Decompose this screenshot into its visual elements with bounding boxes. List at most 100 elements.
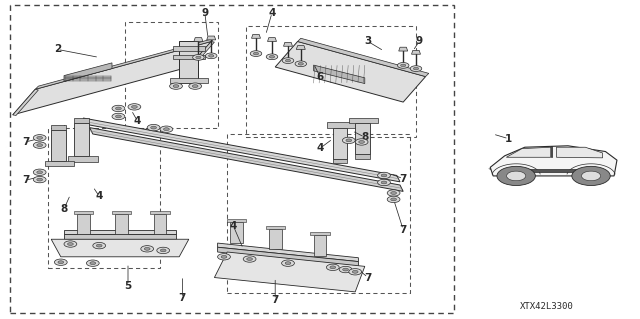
Circle shape — [387, 190, 400, 196]
Circle shape — [346, 139, 352, 142]
Text: 3: 3 — [364, 36, 372, 47]
Circle shape — [33, 135, 46, 141]
Polygon shape — [269, 229, 282, 249]
Circle shape — [342, 137, 355, 144]
Polygon shape — [490, 146, 617, 176]
Polygon shape — [77, 214, 90, 234]
Polygon shape — [557, 147, 603, 158]
Polygon shape — [189, 41, 214, 68]
Circle shape — [497, 167, 535, 185]
Circle shape — [132, 105, 138, 108]
Text: 4: 4 — [268, 8, 276, 18]
Polygon shape — [112, 211, 131, 214]
Polygon shape — [51, 239, 189, 257]
Circle shape — [378, 172, 390, 179]
Circle shape — [247, 258, 253, 260]
Circle shape — [97, 244, 102, 247]
Circle shape — [33, 142, 46, 148]
Polygon shape — [227, 219, 246, 222]
Circle shape — [282, 58, 294, 63]
Circle shape — [381, 181, 387, 184]
Polygon shape — [173, 46, 205, 51]
Circle shape — [147, 124, 160, 131]
Circle shape — [86, 260, 99, 266]
Text: 7: 7 — [22, 175, 29, 185]
Circle shape — [221, 255, 227, 258]
Polygon shape — [314, 235, 326, 256]
Polygon shape — [296, 46, 305, 49]
Polygon shape — [51, 125, 66, 130]
Text: 4: 4 — [134, 116, 141, 126]
Polygon shape — [218, 247, 358, 266]
Polygon shape — [314, 65, 365, 84]
Polygon shape — [170, 78, 208, 83]
Polygon shape — [355, 154, 370, 159]
Text: 6: 6 — [316, 71, 324, 82]
Polygon shape — [74, 123, 89, 156]
Circle shape — [285, 59, 291, 62]
Circle shape — [33, 176, 46, 183]
Circle shape — [218, 254, 230, 260]
Circle shape — [196, 56, 201, 59]
Polygon shape — [64, 234, 176, 239]
Text: 7: 7 — [22, 137, 29, 147]
Polygon shape — [349, 118, 378, 123]
Circle shape — [507, 171, 526, 181]
Circle shape — [378, 179, 390, 186]
Circle shape — [160, 126, 173, 132]
Circle shape — [339, 266, 352, 273]
Polygon shape — [508, 169, 600, 172]
Circle shape — [397, 63, 409, 68]
Circle shape — [151, 126, 156, 129]
Text: 7: 7 — [399, 225, 407, 235]
Polygon shape — [115, 214, 128, 234]
Polygon shape — [207, 36, 216, 40]
Circle shape — [90, 262, 96, 265]
Polygon shape — [74, 211, 93, 214]
Polygon shape — [51, 130, 66, 161]
Polygon shape — [275, 41, 426, 102]
Circle shape — [243, 256, 256, 262]
Circle shape — [355, 139, 368, 145]
Circle shape — [36, 144, 42, 146]
Circle shape — [189, 83, 202, 89]
Circle shape — [358, 140, 365, 143]
Text: 7: 7 — [271, 295, 279, 305]
Text: 8: 8 — [60, 204, 68, 214]
Polygon shape — [150, 211, 170, 214]
Circle shape — [160, 249, 166, 252]
Polygon shape — [45, 161, 74, 166]
Circle shape — [572, 167, 611, 185]
Polygon shape — [284, 42, 292, 46]
Circle shape — [390, 191, 397, 194]
Polygon shape — [230, 222, 243, 243]
Polygon shape — [35, 38, 214, 89]
Text: 9: 9 — [415, 36, 423, 47]
Circle shape — [282, 260, 294, 266]
Circle shape — [54, 259, 67, 265]
Text: 5: 5 — [124, 280, 132, 291]
Circle shape — [401, 64, 406, 67]
Polygon shape — [13, 89, 38, 115]
Polygon shape — [268, 38, 276, 41]
Polygon shape — [74, 118, 89, 123]
Polygon shape — [218, 243, 358, 262]
Circle shape — [413, 67, 419, 70]
Polygon shape — [327, 122, 356, 128]
Circle shape — [157, 247, 170, 254]
Text: 7: 7 — [399, 174, 407, 184]
Text: 7: 7 — [179, 293, 186, 303]
Circle shape — [209, 55, 214, 57]
Circle shape — [410, 66, 422, 71]
Circle shape — [387, 196, 400, 203]
Polygon shape — [399, 47, 408, 51]
Circle shape — [112, 113, 125, 120]
Circle shape — [205, 53, 217, 59]
Polygon shape — [333, 128, 347, 159]
Polygon shape — [173, 55, 205, 59]
Circle shape — [58, 261, 64, 263]
Circle shape — [173, 85, 179, 87]
Circle shape — [266, 54, 278, 60]
Circle shape — [343, 268, 349, 271]
Polygon shape — [412, 50, 420, 54]
